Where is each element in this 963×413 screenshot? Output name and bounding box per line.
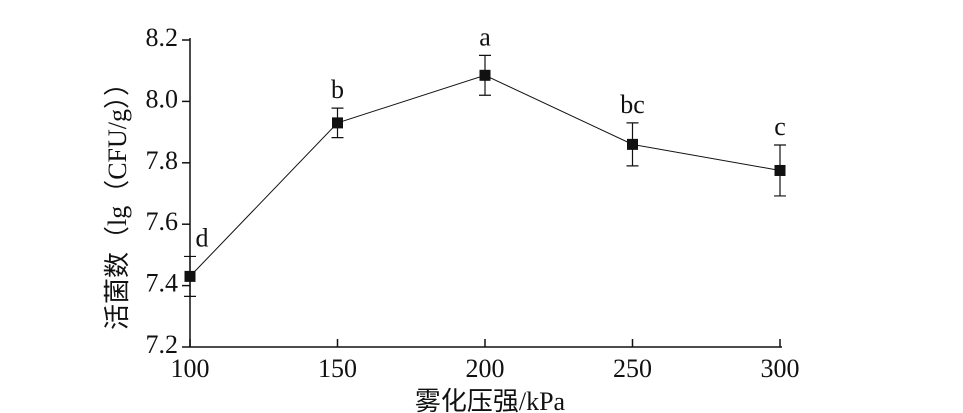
marker (184, 270, 196, 282)
x-tick-label: 250 (613, 354, 652, 383)
x-tick-label: 100 (171, 354, 210, 383)
y-tick-label: 7.6 (146, 207, 179, 236)
x-tick-label: 300 (761, 354, 800, 383)
significance-label: bc (620, 90, 645, 119)
x-tick-label: 200 (466, 354, 505, 383)
y-tick-label: 7.8 (146, 146, 179, 175)
y-axis-label: 活菌数（lg（CFU/g）） (103, 70, 132, 330)
marker (774, 164, 786, 176)
significance-label: a (479, 22, 491, 51)
y-tick-label: 7.2 (146, 330, 179, 359)
significance-label: d (196, 223, 209, 252)
x-axis-label: 雾化压强/kPa (415, 387, 566, 413)
marker (627, 138, 638, 150)
marker (479, 69, 491, 81)
y-tick-label: 8.0 (146, 84, 179, 113)
significance-label: b (331, 75, 344, 104)
x-tick-label: 150 (318, 354, 357, 383)
marker (332, 117, 343, 129)
y-tick-label: 7.4 (146, 269, 179, 298)
significance-label: c (774, 112, 786, 141)
y-tick-label: 8.2 (146, 23, 179, 52)
series-line (189, 74, 781, 277)
